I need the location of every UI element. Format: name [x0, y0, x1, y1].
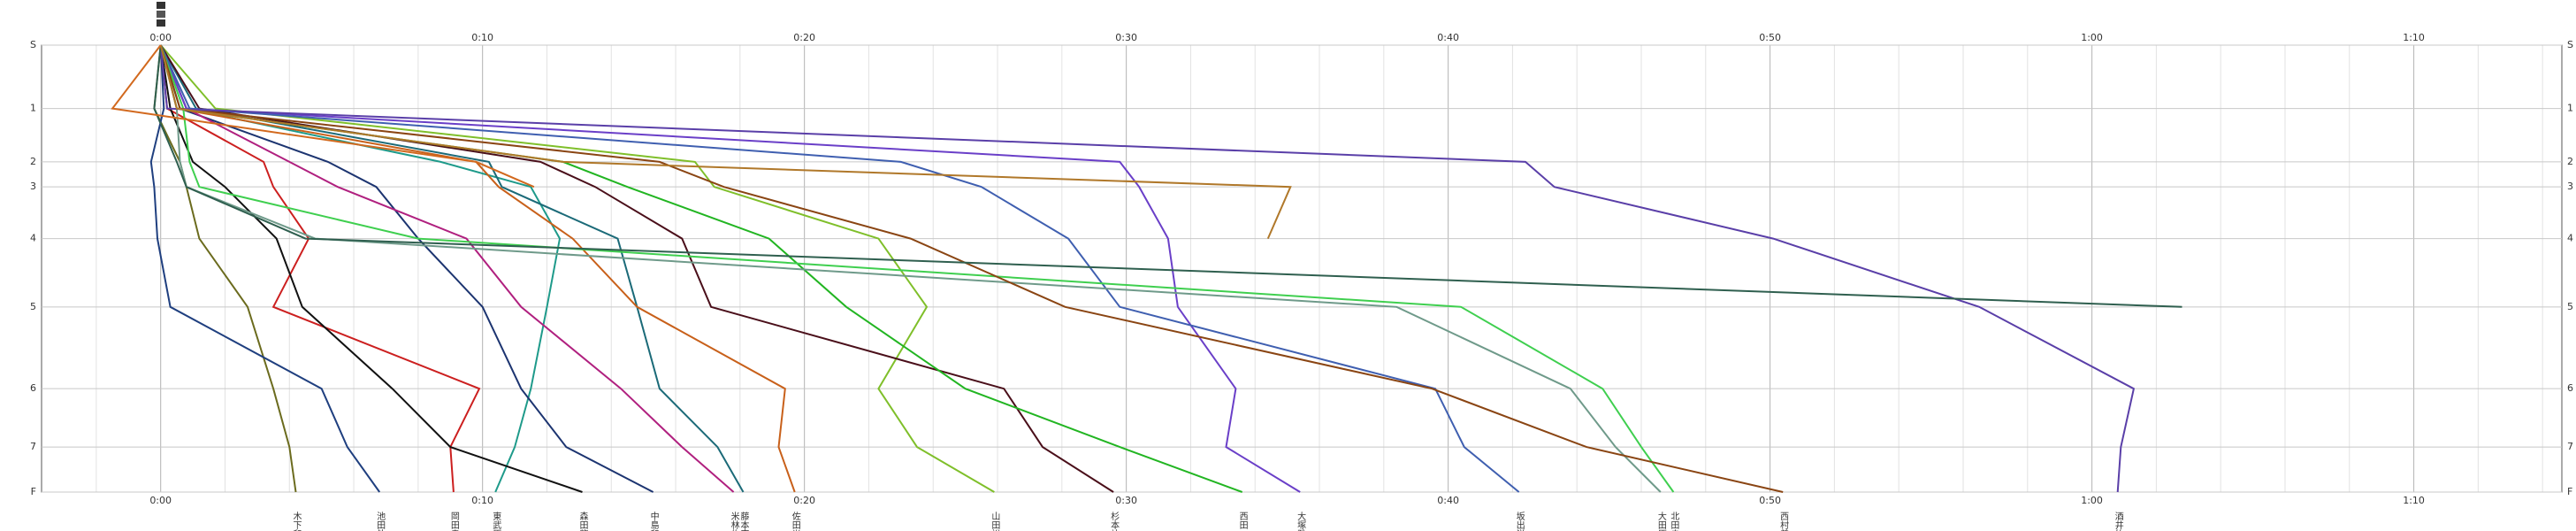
series-name: 西村美	[1778, 512, 1789, 531]
x-tick-label: 1:10	[2403, 495, 2425, 506]
series-name: 藤本宗	[738, 512, 749, 531]
series-name: 東武原	[491, 511, 501, 531]
series-name: 中島和	[648, 511, 659, 531]
x-tick-label: 1:00	[2081, 495, 2103, 506]
series-name: 杉本祐	[1109, 511, 1120, 531]
series-line	[153, 44, 2182, 308]
y-tick-label: 2	[30, 156, 36, 167]
x-tick-label: 0:40	[1437, 32, 1459, 43]
series-name: 佐田光	[790, 512, 800, 531]
series-name: 米林佐	[729, 511, 739, 531]
series-name: 大塚雅	[1296, 511, 1306, 531]
x-tick-label: 0:30	[1115, 495, 1137, 506]
series-line	[159, 44, 562, 493]
y-tick-label: 7	[2567, 441, 2573, 452]
x-tick-label: 0:10	[471, 32, 493, 43]
x-tick-label: 0:50	[1759, 32, 1781, 43]
x-tick-label: 0:10	[471, 495, 493, 506]
x-tick-label: 0:20	[793, 495, 815, 506]
series-name: 森田龍	[577, 511, 588, 531]
series-name: 岡田幸	[448, 512, 459, 531]
series-name: 大田原	[1655, 511, 1666, 531]
x-tick-label: 0:00	[149, 495, 172, 506]
series-lines	[111, 44, 2182, 493]
y-tick-label: 5	[30, 301, 36, 312]
series-line	[111, 44, 535, 189]
y-tick-label: 6	[2567, 382, 2573, 394]
start-marker	[157, 11, 165, 18]
series-line	[159, 44, 735, 493]
series-line	[159, 44, 1675, 493]
x-tick-label: 0:50	[1759, 495, 1781, 506]
start-marker	[157, 19, 165, 27]
y-tick-label: F	[31, 486, 36, 497]
y-tick-label: 2	[2567, 156, 2573, 167]
series-line	[159, 44, 1301, 493]
x-tick-label: 0:40	[1437, 495, 1459, 506]
y-tick-label: 6	[30, 382, 36, 394]
y-tick-label: 4	[30, 233, 36, 244]
series-name: 北田圭	[1669, 512, 1679, 531]
y-tick-label: S	[2567, 39, 2573, 50]
series-line	[159, 44, 796, 493]
series-name: 坂出洋	[1514, 512, 1525, 531]
series-name: 木下和	[291, 512, 302, 531]
series-line	[159, 44, 2136, 493]
x-tick-label: 1:10	[2403, 32, 2425, 43]
x-tick-label: 1:00	[2081, 32, 2103, 43]
x-tick-label: 0:20	[793, 32, 815, 43]
y-tick-label: 1	[30, 103, 36, 114]
y-tick-label: 5	[2567, 301, 2573, 312]
y-tick-label: 3	[30, 181, 36, 192]
series-line	[159, 44, 995, 493]
series-line	[159, 44, 1292, 240]
x-tick-label: 0:30	[1115, 32, 1137, 43]
series-line	[149, 44, 381, 493]
y-tick-label: 7	[30, 441, 36, 452]
y-tick-label: S	[30, 39, 36, 50]
series-line	[159, 44, 745, 493]
series-line	[153, 44, 297, 493]
y-tick-label: 1	[2567, 103, 2573, 114]
y-tick-label: 4	[2567, 233, 2573, 244]
series-name: 山田裕	[990, 512, 1000, 531]
labels: 0:00 0:00 0:10 0:10 0:20 0:20 0:30 0:30 0:40 0:40…	[30, 32, 2573, 531]
series-name: 酒井竹	[2113, 512, 2123, 531]
series-line	[159, 44, 1114, 493]
series-line	[159, 44, 1784, 493]
start-marker	[157, 2, 165, 9]
x-tick-label: 0:00	[149, 32, 172, 43]
plot-frame	[41, 44, 2563, 493]
series-name: 池田外	[375, 511, 386, 531]
series-line	[159, 44, 1520, 493]
y-tick-label: 3	[2567, 181, 2573, 192]
series-name: 西田一	[1237, 512, 1248, 531]
y-tick-label: F	[2567, 486, 2572, 497]
